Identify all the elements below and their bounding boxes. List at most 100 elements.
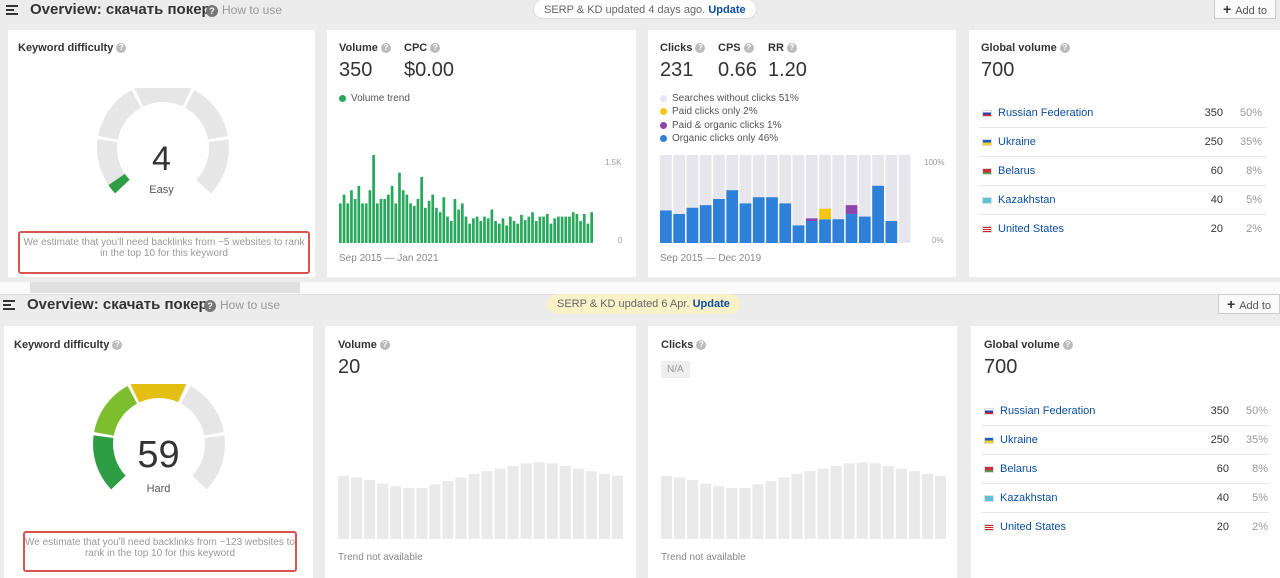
how-to-use-link[interactable]: ? How to use bbox=[204, 298, 280, 312]
volume-bar bbox=[549, 223, 553, 243]
clicks-bar-background bbox=[805, 155, 818, 243]
clicks-bar-segment bbox=[686, 207, 699, 243]
volume-bar bbox=[523, 220, 527, 243]
cps-value: 0.66 bbox=[718, 59, 757, 81]
volume-bar bbox=[438, 212, 442, 243]
volume-bar bbox=[553, 218, 557, 243]
country-name[interactable]: Kazakhstan bbox=[998, 194, 1056, 206]
legend-dot-icon bbox=[660, 121, 667, 129]
volume-axis-max: 1.5K bbox=[605, 158, 622, 167]
rr-label-text: RR bbox=[768, 42, 784, 54]
help-icon[interactable]: ? bbox=[786, 43, 797, 54]
overview-header: Overview: скачать покер ? How to use SERP… bbox=[0, 294, 1280, 317]
volume-bar bbox=[457, 209, 460, 243]
country-name[interactable]: Russian Federation bbox=[1000, 405, 1096, 417]
placeholder-bar bbox=[817, 468, 829, 539]
volume-bar bbox=[361, 203, 364, 243]
clicks-bar-background bbox=[819, 155, 831, 243]
volume-bar bbox=[494, 221, 497, 243]
help-icon[interactable]: ? bbox=[695, 43, 706, 54]
country-name[interactable]: United States bbox=[998, 223, 1065, 235]
flag-usa-icon bbox=[984, 524, 994, 531]
serp-status: SERP & KD updated 4 days ago. Update bbox=[533, 0, 757, 19]
clicks-value: 231 bbox=[660, 59, 694, 81]
menu-icon[interactable] bbox=[6, 5, 18, 15]
volume-bar bbox=[339, 203, 342, 243]
help-icon[interactable]: ? bbox=[379, 340, 390, 351]
clicks-bar-background bbox=[792, 155, 805, 243]
help-icon[interactable]: ? bbox=[112, 340, 123, 351]
clicks-bar-background bbox=[673, 155, 686, 243]
country-name[interactable]: Belarus bbox=[998, 165, 1036, 177]
volume-bar bbox=[394, 203, 398, 243]
help-icon[interactable]: ? bbox=[380, 43, 391, 54]
clicks-date-range: Sep 2015 — Dec 2019 bbox=[660, 253, 762, 264]
country-row: Belarus 60 8% bbox=[979, 157, 1267, 186]
clicks-bar-segment bbox=[805, 218, 818, 221]
help-icon[interactable]: ? bbox=[743, 43, 754, 54]
volume-bar bbox=[520, 214, 523, 243]
how-to-use-link[interactable]: ? How to use bbox=[206, 3, 282, 17]
placeholder-bar bbox=[726, 487, 738, 539]
update-button[interactable]: Update bbox=[692, 298, 730, 310]
clicks-bar-background bbox=[858, 155, 871, 243]
placeholder-bar bbox=[687, 480, 699, 539]
country-percent: 5% bbox=[1252, 492, 1268, 504]
volume-bar bbox=[387, 194, 390, 243]
volume-bar bbox=[560, 216, 564, 243]
volume-bar bbox=[538, 216, 542, 243]
help-icon: ? bbox=[204, 299, 216, 312]
update-button[interactable]: Update bbox=[708, 4, 746, 16]
help-icon[interactable]: ? bbox=[1059, 43, 1070, 54]
clicks-bar-background bbox=[832, 155, 845, 243]
volume-bar bbox=[557, 216, 560, 243]
clicks-bar-segment bbox=[819, 208, 831, 220]
clicks-bar-segment bbox=[660, 210, 672, 243]
country-name[interactable]: Kazakhstan bbox=[1000, 492, 1058, 504]
clicks-bar-segment bbox=[819, 219, 831, 243]
placeholder-bar bbox=[882, 465, 894, 539]
clicks-trend-placeholder bbox=[661, 462, 946, 539]
help-icon[interactable]: ? bbox=[1062, 340, 1073, 351]
menu-icon[interactable] bbox=[3, 300, 15, 310]
flag-ukraine-icon bbox=[984, 437, 994, 444]
rr-label: RR? bbox=[768, 42, 797, 54]
global-volume-value: 700 bbox=[981, 59, 1015, 81]
gauge-track-segment bbox=[192, 435, 225, 490]
country-name[interactable]: Ukraine bbox=[1000, 434, 1038, 446]
clicks-bar-segment bbox=[858, 216, 871, 243]
volume-label: Volume? bbox=[339, 42, 391, 54]
help-icon[interactable]: ? bbox=[696, 340, 707, 351]
clicks-bar-segment bbox=[726, 190, 739, 243]
country-row: Russian Federation 350 50% bbox=[979, 99, 1267, 128]
volume-bar bbox=[468, 223, 472, 243]
add-to-button[interactable]: + Add to bbox=[1218, 294, 1280, 314]
clicks-bar-background bbox=[699, 155, 712, 243]
placeholder-bar bbox=[559, 465, 571, 539]
add-to-button[interactable]: + Add to bbox=[1214, 0, 1276, 19]
clicks-bar-segment bbox=[739, 203, 752, 243]
volume-bar bbox=[497, 223, 501, 243]
country-name[interactable]: Ukraine bbox=[998, 136, 1036, 148]
volume-trend-placeholder bbox=[338, 462, 623, 539]
global-volume-value: 700 bbox=[984, 356, 1018, 378]
country-name[interactable]: Russian Federation bbox=[998, 107, 1094, 119]
country-name[interactable]: United States bbox=[1000, 521, 1067, 533]
placeholder-bar bbox=[921, 473, 933, 539]
clicks-bar-background bbox=[686, 155, 699, 243]
clicks-bar-segment bbox=[699, 205, 712, 243]
placeholder-bar bbox=[572, 468, 584, 539]
placeholder-bar bbox=[546, 463, 558, 539]
blurred-tabs bbox=[30, 282, 300, 293]
kd-label: Keyword difficulty? bbox=[14, 339, 123, 351]
keyword-difficulty-card: Keyword difficulty? 4 Easy We estimate t… bbox=[8, 30, 315, 277]
country-name[interactable]: Belarus bbox=[1000, 463, 1038, 475]
help-icon[interactable]: ? bbox=[430, 43, 441, 54]
clicks-card: Clicks? N/A Trend not available bbox=[648, 326, 957, 578]
help-icon[interactable]: ? bbox=[116, 43, 127, 54]
volume-bar bbox=[401, 190, 405, 243]
placeholder-bar bbox=[468, 473, 480, 539]
placeholder-bar bbox=[856, 462, 868, 539]
placeholder-bar bbox=[791, 473, 803, 539]
clicks-bar-segment bbox=[845, 213, 858, 243]
